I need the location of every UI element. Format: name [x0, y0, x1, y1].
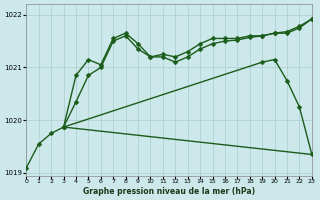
X-axis label: Graphe pression niveau de la mer (hPa): Graphe pression niveau de la mer (hPa)	[83, 187, 255, 196]
